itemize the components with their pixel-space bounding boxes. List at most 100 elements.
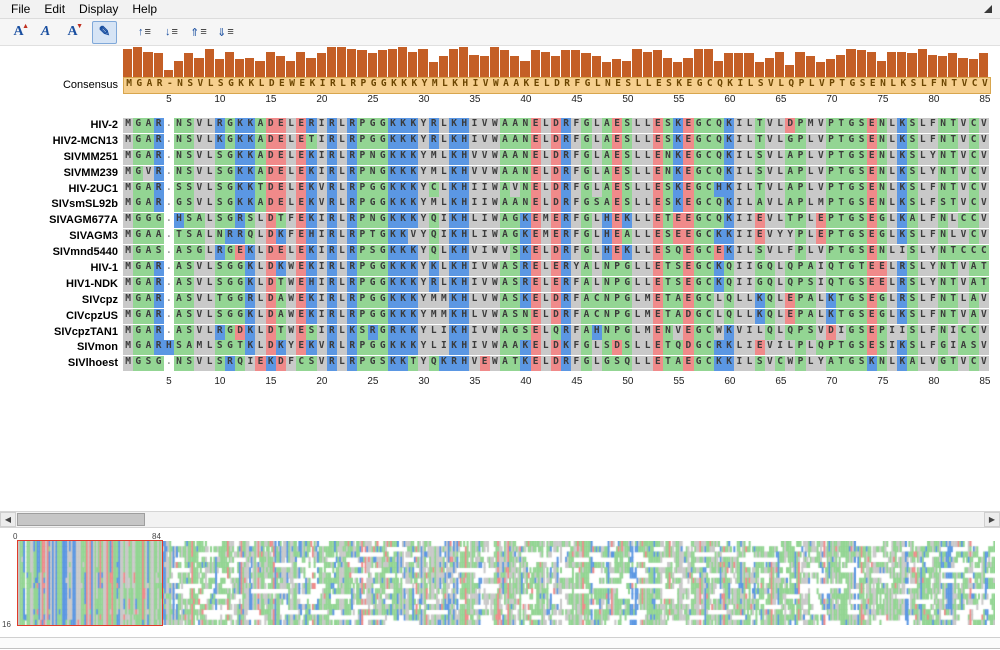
residue-cell[interactable]: S: [306, 324, 317, 340]
residue-cell[interactable]: G: [581, 133, 592, 149]
residue-cell[interactable]: W: [286, 308, 297, 324]
residue-cell[interactable]: A: [622, 229, 633, 245]
residue-cell[interactable]: T: [836, 118, 847, 133]
residue-cell[interactable]: F: [571, 149, 582, 165]
residue-cell[interactable]: P: [357, 165, 368, 181]
residue-cell[interactable]: N: [601, 261, 612, 277]
residue-cell[interactable]: L: [632, 149, 643, 165]
residue-cell[interactable]: C: [703, 181, 714, 197]
residue-cell[interactable]: V: [194, 308, 205, 324]
residue-cell[interactable]: K: [897, 181, 908, 197]
residue-cell[interactable]: .: [163, 356, 174, 372]
residue-cell[interactable]: N: [173, 133, 185, 149]
residue-cell[interactable]: C: [703, 165, 714, 181]
residue-cell[interactable]: Q: [713, 118, 725, 133]
residue-cell[interactable]: G: [846, 181, 857, 197]
residue-cell[interactable]: D: [265, 324, 276, 340]
residue-cell[interactable]: K: [398, 149, 409, 165]
residue-cell[interactable]: F: [571, 356, 582, 372]
residue-cell[interactable]: K: [387, 276, 399, 292]
residue-cell[interactable]: S: [184, 181, 195, 197]
residue-cell[interactable]: G: [510, 229, 521, 245]
residue-cell[interactable]: G: [133, 356, 144, 372]
residue-cell[interactable]: G: [367, 261, 378, 277]
residue-cell[interactable]: A: [805, 261, 816, 277]
residue-cell[interactable]: S: [214, 308, 225, 324]
residue-cell[interactable]: L: [805, 165, 816, 181]
residue-cell[interactable]: S: [622, 165, 633, 181]
residue-cell[interactable]: L: [632, 261, 643, 277]
residue-cell[interactable]: E: [683, 149, 694, 165]
residue-cell[interactable]: F: [571, 118, 582, 133]
residue-cell[interactable]: V: [469, 245, 480, 261]
residue-cell[interactable]: I: [438, 340, 449, 356]
residue-cell[interactable]: V: [978, 292, 989, 308]
residue-cell[interactable]: E: [652, 324, 663, 340]
sequence-name[interactable]: SIVMM251: [63, 150, 118, 163]
residue-cell[interactable]: I: [744, 324, 755, 340]
residue-cell[interactable]: I: [734, 261, 745, 277]
residue-cell[interactable]: R: [153, 292, 164, 308]
residue-cell[interactable]: R: [326, 165, 337, 181]
residue-cell[interactable]: K: [398, 276, 409, 292]
residue-cell[interactable]: D: [683, 308, 694, 324]
residue-cell[interactable]: L: [713, 292, 725, 308]
residue-cell[interactable]: L: [917, 340, 928, 356]
residue-cell[interactable]: G: [224, 133, 236, 149]
residue-cell[interactable]: K: [825, 308, 837, 324]
residue-cell[interactable]: L: [917, 245, 928, 261]
residue-cell[interactable]: S: [907, 181, 918, 197]
residue-cell[interactable]: N: [938, 229, 949, 245]
residue-cell[interactable]: T: [754, 181, 765, 197]
residue-cell[interactable]: C: [968, 165, 979, 181]
residue-cell[interactable]: A: [143, 118, 154, 133]
residue-cell[interactable]: S: [367, 245, 378, 261]
residue-cell[interactable]: S: [173, 181, 185, 197]
residue-cell[interactable]: I: [469, 261, 480, 277]
residue-cell[interactable]: P: [825, 245, 837, 261]
residue-cell[interactable]: T: [754, 118, 765, 133]
residue-cell[interactable]: R: [347, 276, 358, 292]
residue-cell[interactable]: Y: [785, 229, 796, 245]
residue-cell[interactable]: S: [907, 308, 918, 324]
residue-cell[interactable]: E: [530, 149, 541, 165]
residue-cell[interactable]: R: [428, 276, 439, 292]
residue-cell[interactable]: G: [367, 118, 378, 133]
residue-cell[interactable]: S: [856, 149, 867, 165]
residue-cell[interactable]: K: [622, 213, 633, 229]
residue-cell[interactable]: I: [887, 324, 898, 340]
row-move-down-icon[interactable]: ↓ ≡: [165, 26, 178, 38]
residue-cell[interactable]: I: [734, 213, 745, 229]
residue-cell[interactable]: V: [316, 340, 327, 356]
residue-cell[interactable]: E: [652, 261, 663, 277]
residue-cell[interactable]: G: [133, 165, 144, 181]
scroll-left-button[interactable]: ◀: [0, 512, 16, 527]
residue-cell[interactable]: R: [347, 149, 358, 165]
residue-cell[interactable]: N: [601, 308, 612, 324]
residue-cell[interactable]: K: [387, 340, 399, 356]
residue-cell[interactable]: L: [775, 276, 786, 292]
residue-cell[interactable]: S: [805, 276, 816, 292]
residue-cell[interactable]: S: [622, 149, 633, 165]
residue-cell[interactable]: E: [612, 229, 623, 245]
residue-cell[interactable]: R: [561, 213, 572, 229]
residue-cell[interactable]: P: [825, 340, 837, 356]
residue-cell[interactable]: Y: [927, 165, 938, 181]
residue-cell[interactable]: K: [622, 245, 633, 261]
residue-cell[interactable]: L: [775, 165, 786, 181]
residue-cell[interactable]: L: [540, 118, 551, 133]
residue-cell[interactable]: G: [224, 197, 236, 213]
residue-cell[interactable]: M: [540, 213, 551, 229]
residue-cell[interactable]: S: [520, 324, 531, 340]
residue-cell[interactable]: T: [836, 356, 847, 372]
residue-cell[interactable]: G: [510, 324, 521, 340]
residue-cell[interactable]: E: [754, 340, 765, 356]
residue-cell[interactable]: L: [286, 245, 297, 261]
residue-cell[interactable]: E: [255, 356, 266, 372]
residue-cell[interactable]: G: [846, 213, 857, 229]
residue-cell[interactable]: A: [805, 292, 816, 308]
residue-cell[interactable]: L: [642, 165, 653, 181]
sequence-name[interactable]: SIVAGM3: [69, 230, 118, 243]
residue-cell[interactable]: L: [632, 229, 643, 245]
residue-cell[interactable]: E: [683, 229, 694, 245]
